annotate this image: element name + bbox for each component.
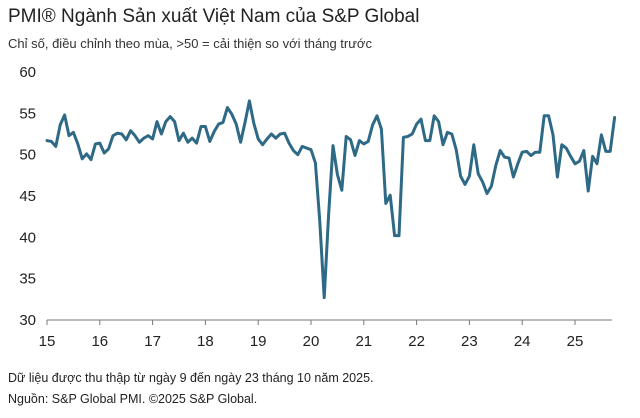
x-tick-label: 18: [197, 333, 214, 350]
x-tick-label: 23: [461, 333, 478, 350]
y-tick-label: 40: [19, 229, 36, 246]
y-tick-label: 35: [19, 271, 36, 288]
chart-title: PMI® Ngành Sản xuất Việt Nam của S&P Glo…: [8, 6, 420, 27]
chart-subtitle: Chỉ số, điều chỉnh theo mùa, >50 = cải t…: [8, 36, 372, 51]
y-axis-ticks: 60 55 50 45 40 35 30: [19, 64, 36, 329]
x-tick-label: 22: [408, 333, 425, 350]
x-axis-ticks: 15 16 17 18 19 20 21 22 23 24 25: [39, 320, 584, 350]
x-tick-label: 17: [144, 333, 161, 350]
x-tick-label: 25: [567, 333, 584, 350]
x-tick-label: 21: [355, 333, 372, 350]
y-tick-label: 50: [19, 147, 36, 164]
y-tick-label: 30: [19, 312, 36, 329]
series-line-pmi: [45, 99, 617, 300]
y-tick-label: 55: [19, 105, 36, 122]
y-tick-label: 45: [19, 188, 36, 205]
x-tick-label: 16: [91, 333, 108, 350]
pmi-line-chart: 60 55 50 45 40 35 30 15 16 17 18 19 20 21 22 23 24 25: [19, 64, 617, 350]
x-tick-label: 20: [303, 333, 320, 350]
x-tick-label: 19: [250, 333, 267, 350]
y-tick-label: 60: [19, 64, 36, 81]
x-tick-label: 24: [514, 333, 531, 350]
source-note: Nguồn: S&P Global PMI. ©2025 S&P Global.: [8, 392, 258, 406]
x-tick-label: 15: [39, 333, 56, 350]
collection-note: Dữ liệu được thu thập từ ngày 9 đến ngày…: [8, 371, 374, 385]
